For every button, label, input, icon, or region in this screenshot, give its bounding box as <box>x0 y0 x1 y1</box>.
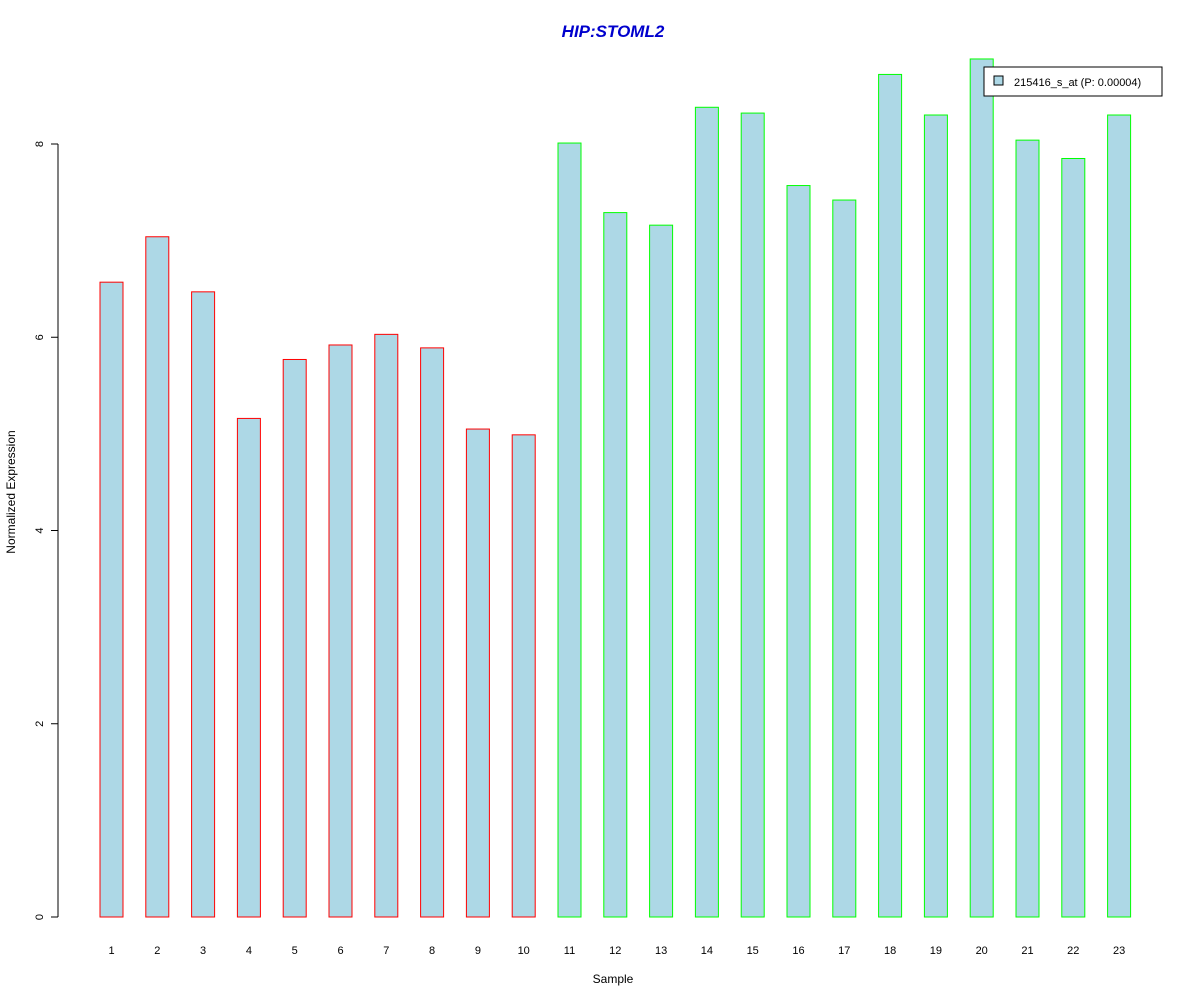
x-tick-label: 14 <box>701 945 713 957</box>
x-tick-label: 12 <box>609 945 621 957</box>
y-tick-label: 2 <box>34 721 46 727</box>
bar-sample-12 <box>603 212 628 918</box>
bar-sample-16 <box>786 185 811 918</box>
y-tick-label: 6 <box>34 334 46 340</box>
x-tick-label: 20 <box>976 945 988 957</box>
bar-sample-1 <box>99 281 124 918</box>
x-tick-label: 3 <box>200 945 206 957</box>
legend-swatch <box>993 75 1004 86</box>
bar-sample-7 <box>374 333 399 918</box>
bar-sample-4 <box>236 417 261 918</box>
legend-box <box>983 66 1163 97</box>
bar-sample-17 <box>832 199 857 918</box>
x-tick-label: 9 <box>475 945 481 957</box>
chart-title: HIP:STOML2 <box>562 22 665 41</box>
x-tick-label: 16 <box>792 945 804 957</box>
x-tick-label: 7 <box>383 945 389 957</box>
bar-sample-6 <box>328 344 353 918</box>
bar-sample-3 <box>191 291 216 918</box>
x-tick-label: 22 <box>1067 945 1079 957</box>
x-tick-label: 15 <box>747 945 759 957</box>
bar-sample-13 <box>649 224 674 918</box>
x-tick-label: 4 <box>246 945 252 957</box>
bar-sample-8 <box>420 347 445 918</box>
bar-sample-18 <box>878 73 903 918</box>
y-tick-label: 0 <box>34 914 46 920</box>
x-tick-label: 10 <box>518 945 530 957</box>
bar-sample-21 <box>1015 139 1040 918</box>
x-tick-label: 5 <box>292 945 298 957</box>
bar-sample-19 <box>923 114 948 918</box>
x-tick-label: 21 <box>1021 945 1033 957</box>
legend: 215416_s_at (P: 0.00004) <box>983 66 1163 97</box>
x-tick-label: 2 <box>154 945 160 957</box>
x-tick-label: 1 <box>108 945 114 957</box>
bar-sample-20 <box>969 58 994 918</box>
bar-sample-11 <box>557 142 582 918</box>
bar-sample-22 <box>1061 157 1086 918</box>
bar-sample-5 <box>282 358 307 918</box>
x-tick-label: 18 <box>884 945 896 957</box>
bar-sample-15 <box>740 112 765 918</box>
x-tick-label: 11 <box>564 945 575 957</box>
y-axis-title: Normalized Expression <box>4 430 18 553</box>
bars-group <box>99 58 1132 918</box>
bar-sample-14 <box>694 106 719 918</box>
x-tick-labels: 1 2 3 4 5 6 7 8 9 10 11 12 13 14 15 16 17 18 19 20 21 22 23 <box>108 945 1125 957</box>
bar-sample-23 <box>1107 114 1132 918</box>
bar-sample-2 <box>145 236 170 918</box>
legend-label: 215416_s_at (P: 0.00004) <box>1014 77 1141 89</box>
x-axis-title: Sample <box>593 972 634 986</box>
x-tick-label: 13 <box>655 945 667 957</box>
x-tick-label: 19 <box>930 945 942 957</box>
x-tick-label: 23 <box>1113 945 1125 957</box>
y-tick-label: 4 <box>34 527 46 533</box>
y-tick-label: 8 <box>34 141 46 147</box>
bar-sample-9 <box>465 428 490 918</box>
y-axis: 0 2 4 6 8 <box>34 141 59 920</box>
x-tick-label: 17 <box>838 945 850 957</box>
x-tick-label: 8 <box>429 945 435 957</box>
bar-sample-10 <box>511 434 536 918</box>
x-tick-label: 6 <box>337 945 343 957</box>
